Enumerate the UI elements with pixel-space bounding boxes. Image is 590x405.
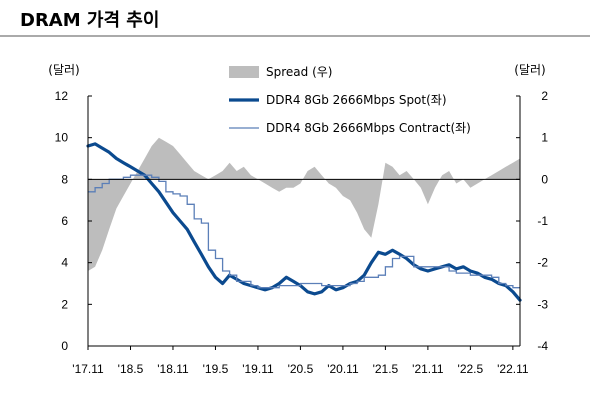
right-tick-label: -4 [537, 339, 548, 353]
spread-area [88, 137, 520, 271]
spot-price-line [86, 142, 522, 302]
axes: 024681012-4-3-2-1012'17.11'18.5'18.11'19… [55, 89, 549, 376]
left-tick-label: 6 [61, 214, 68, 228]
right-tick-label: -2 [537, 256, 548, 270]
left-tick-label: 4 [61, 256, 68, 270]
left-tick-label: 8 [61, 172, 68, 186]
x-tick-label: '22.11 [497, 362, 529, 376]
plot-area [86, 137, 522, 302]
x-tick-label: '18.5 [118, 362, 144, 376]
x-tick-label: '21.5 [373, 362, 399, 376]
chart-title: DRAM 가격 추이 [20, 10, 160, 31]
x-tick-label: '17.11 [72, 362, 104, 376]
left-tick-label: 2 [61, 297, 68, 311]
legend-swatch-spread [229, 66, 259, 78]
right-tick-label: 2 [541, 89, 548, 103]
right-tick-label: 1 [541, 131, 548, 145]
left-tick-label: 10 [55, 131, 69, 145]
x-tick-label: '21.11 [412, 362, 444, 376]
x-tick-label: '18.11 [157, 362, 189, 376]
left-tick-label: 0 [61, 339, 68, 353]
right-tick-label: -1 [537, 214, 548, 228]
x-tick-label: '20.5 [288, 362, 314, 376]
x-tick-label: '20.11 [327, 362, 359, 376]
right-axis-unit: (달러) [514, 63, 545, 77]
legend-label: Spread (우) [266, 65, 332, 79]
right-tick-label: -3 [537, 297, 548, 311]
legend-label: DDR4 8Gb 2666Mbps Contract(좌) [266, 121, 471, 135]
x-tick-label: '22.5 [458, 362, 484, 376]
contract-price-line [88, 174, 520, 289]
left-axis-unit: (달러) [48, 63, 79, 77]
left-tick-label: 12 [55, 89, 69, 103]
legend: Spread (우) DDR4 8Gb 2666Mbps Spot(좌) DDR4 … [229, 65, 471, 135]
right-tick-label: 0 [541, 172, 548, 186]
x-tick-label: '19.5 [203, 362, 229, 376]
x-tick-label: '19.11 [242, 362, 274, 376]
legend-label: DDR4 8Gb 2666Mbps Spot(좌) [266, 93, 447, 107]
